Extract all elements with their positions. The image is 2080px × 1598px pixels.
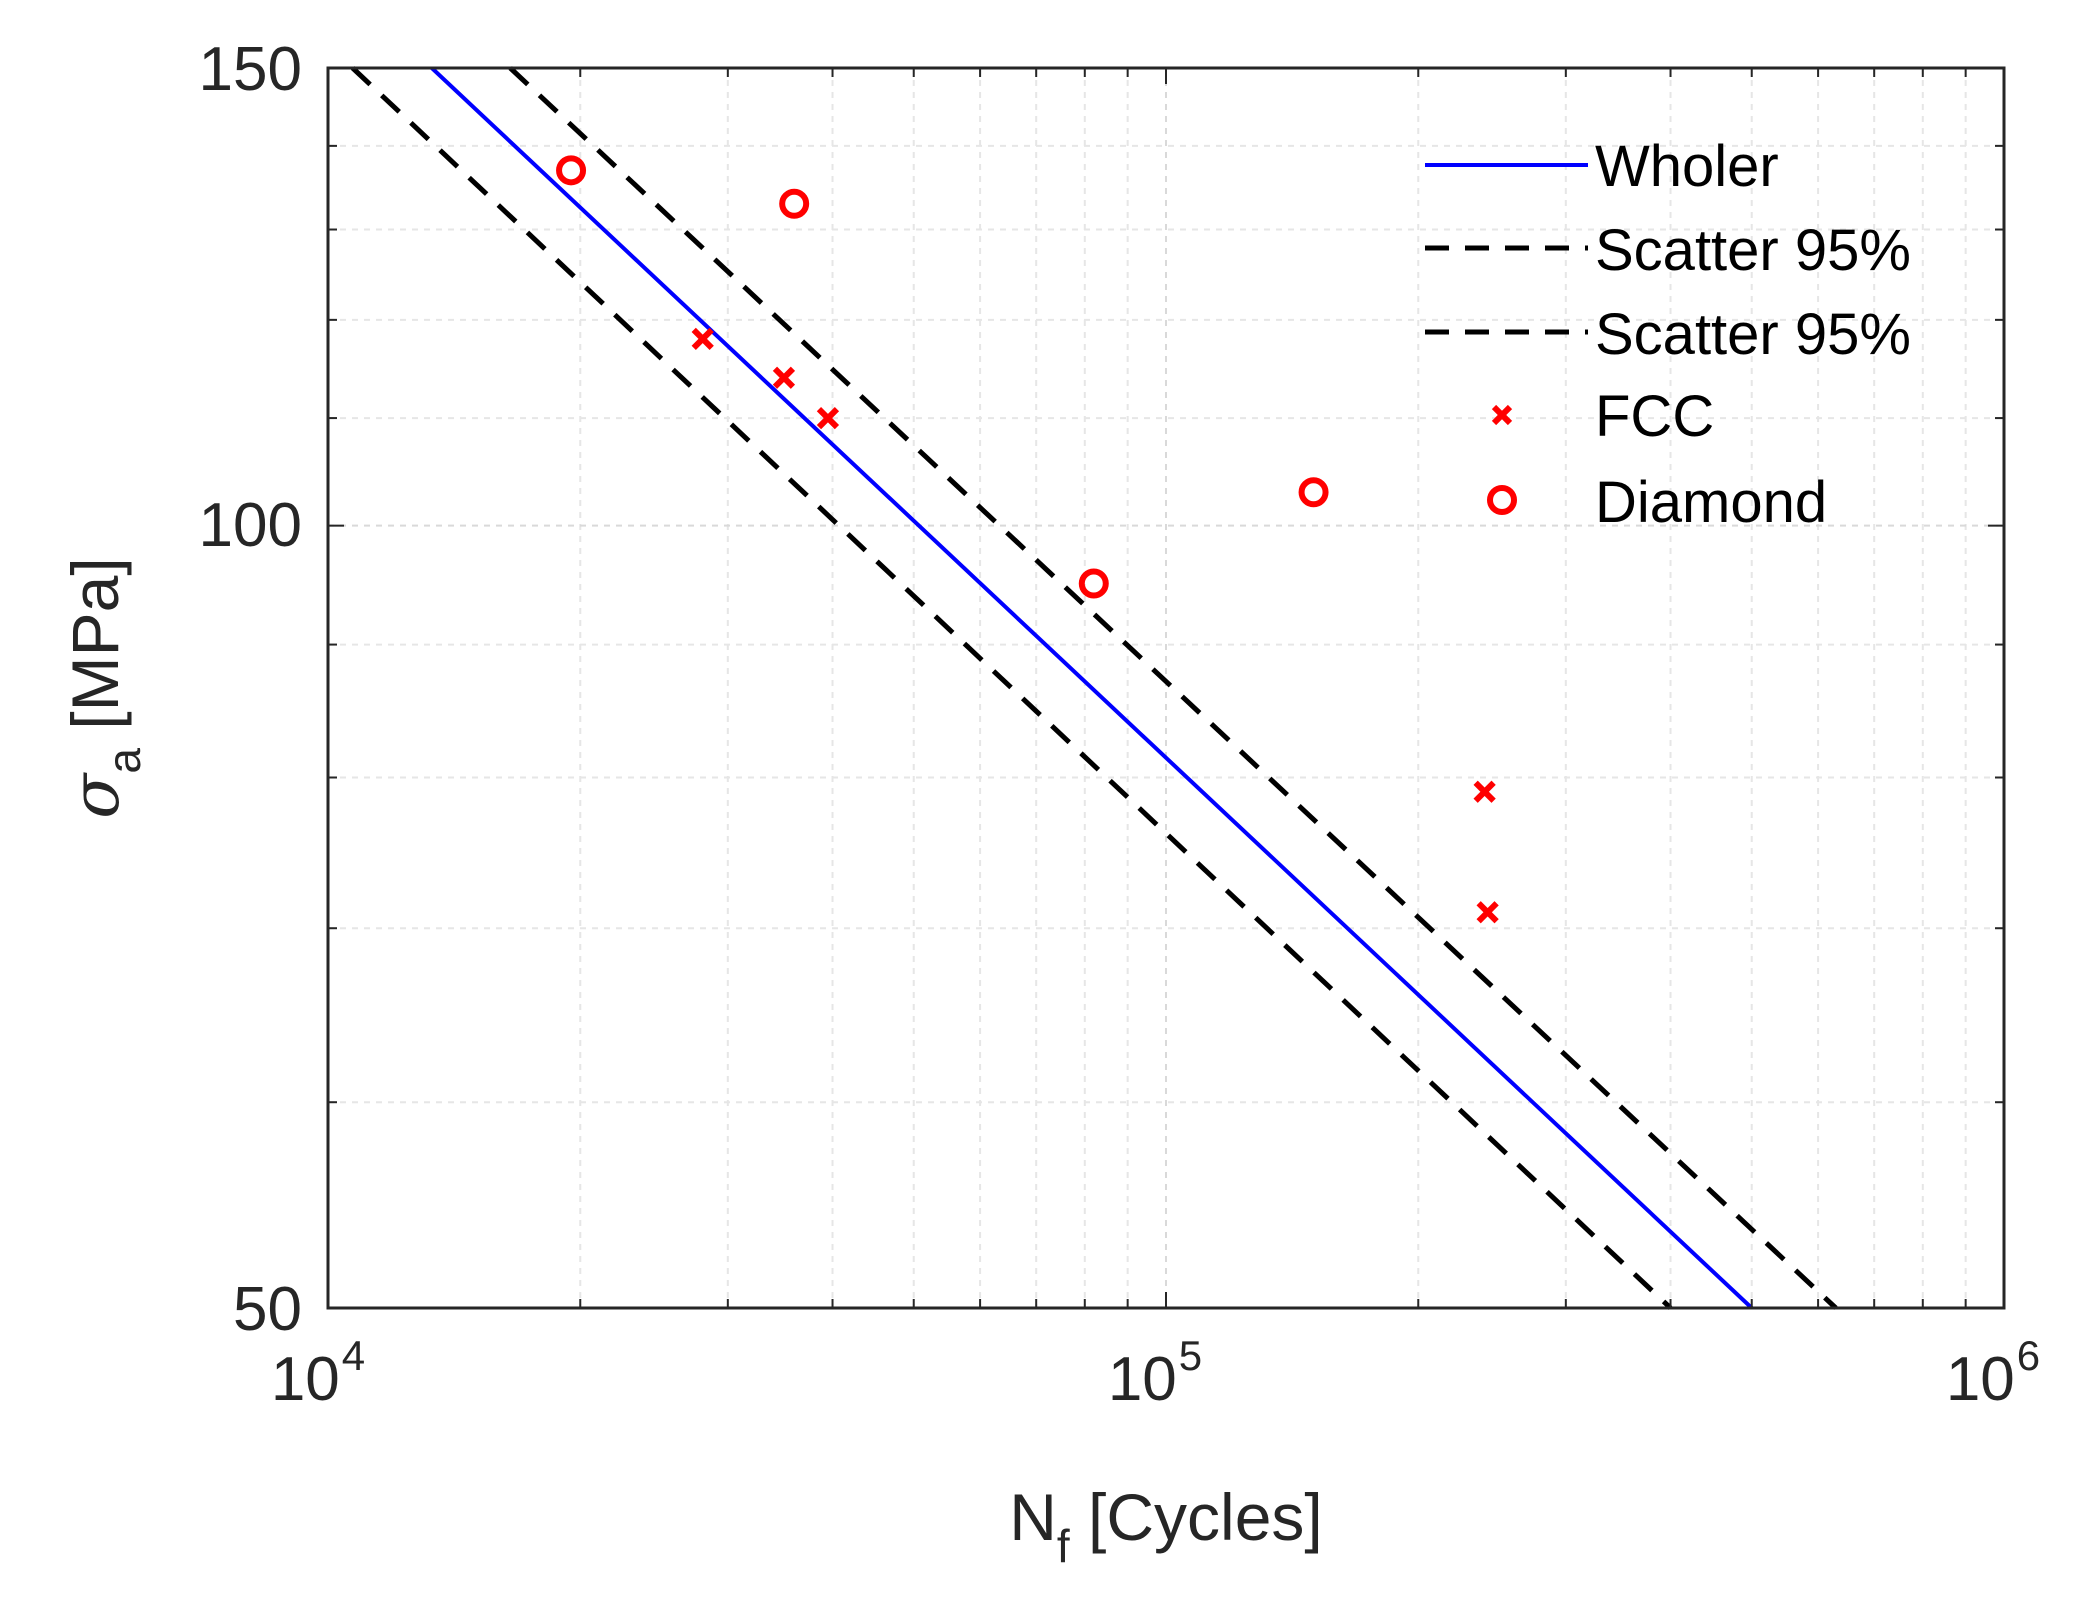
x-axis-label-sub: f [1057, 1520, 1070, 1572]
x-tick-label-1e6: 106 [1946, 1332, 2040, 1414]
y-tick-label-100: 100 [199, 491, 302, 560]
diamond-point [779, 188, 810, 219]
fcc-point [816, 406, 840, 430]
y-tick-label-150: 150 [199, 35, 302, 104]
x-tick-1e4-base: 10 [271, 1345, 340, 1414]
y-axis-label-symbol: σ [57, 772, 134, 819]
y-axis-label-rest: [MPa] [58, 557, 132, 748]
diamond-point [1078, 568, 1109, 599]
legend-label-fcc: FCC [1595, 384, 1714, 449]
x-tick-1e4-exp: 4 [342, 1332, 365, 1379]
legend: Wholer Scatter 95% Scatter 95% FCC Diamo… [1425, 134, 1911, 535]
legend-marker-diamond [1487, 485, 1517, 515]
scatter-95-lower-line [508, 66, 1838, 1310]
x-tick-label-1e4: 104 [271, 1332, 365, 1414]
fcc-point [1476, 901, 1499, 924]
legend-marker-fcc [1491, 404, 1513, 426]
x-tick-1e5-exp: 5 [1179, 1332, 1202, 1379]
fcc-point-stroke [1473, 780, 1496, 803]
fcc-point [691, 327, 714, 350]
series-layer [350, 66, 1838, 1310]
fcc-point-stroke [772, 366, 796, 389]
x-tick-1e6-exp: 6 [2017, 1332, 2040, 1379]
x-tick-1e6-base: 10 [1946, 1345, 2015, 1414]
scatter-95-upper-line [350, 66, 1673, 1310]
fcc-point [1473, 780, 1496, 803]
x-tick-label-1e5: 105 [1108, 1332, 1202, 1414]
fcc-point-stroke [816, 406, 840, 430]
x-axis-label-rest: [Cycles] [1070, 1480, 1323, 1554]
y-axis-label-sub: a [98, 748, 150, 774]
diamond-point [556, 155, 587, 186]
x-tick-1e5-base: 10 [1108, 1345, 1177, 1414]
wholer-line [430, 66, 1754, 1310]
x-axis-label-main: N [1009, 1480, 1057, 1554]
legend-label-scatter-upper: Scatter 95% [1595, 218, 1911, 283]
diamond-point [1298, 477, 1329, 508]
y-tick-label-50: 50 [233, 1275, 302, 1344]
fcc-point [772, 366, 796, 389]
axis-ticks [327, 67, 2005, 1309]
x-axis-label: Nf [Cycles] [1009, 1480, 1323, 1572]
grid [328, 68, 2004, 1308]
legend-label-wholer: Wholer [1595, 134, 1779, 199]
legend-label-diamond: Diamond [1595, 470, 1827, 535]
y-axis-label: σa [MPa] [57, 557, 150, 818]
fcc-point-stroke [691, 327, 714, 350]
legend-label-scatter-lower: Scatter 95% [1595, 302, 1911, 367]
fcc-point-stroke [1476, 901, 1499, 924]
